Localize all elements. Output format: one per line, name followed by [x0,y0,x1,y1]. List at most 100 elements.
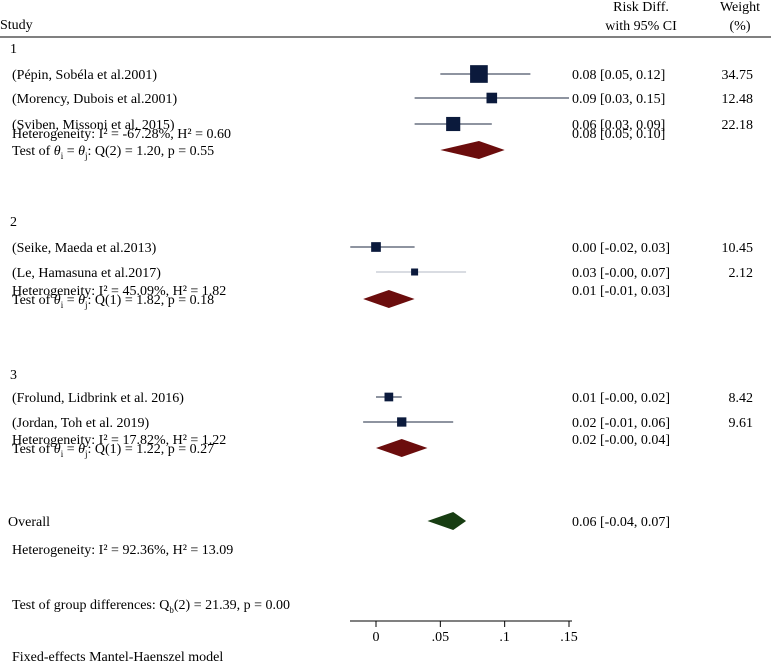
study-row: (Frolund, Lidbrink et al. 2016) 0.01 [-0.… [12,391,753,406]
subgroup-label: 1 [10,42,17,57]
test-text-part: θ [78,293,85,308]
effect-marker [397,417,407,427]
effect-marker [486,92,498,104]
study-row: (Pépin, Sobéla et al.2001) 0.08 [0.05, 0.… [12,65,753,83]
study-ci-text: 0.09 [0.03, 0.15] [572,92,665,107]
study-ci-text: 0.02 [-0.01, 0.06] [572,416,670,431]
subgroup-summary-diamond [440,141,505,159]
study-column-header: Study [0,18,33,33]
effect-marker [371,242,381,252]
forest-rows: 1 (Pépin, Sobéla et al.2001) 0.08 [0.05, 0… [10,42,753,530]
test-text-part: i [61,151,64,161]
study-weight: 22.18 [722,118,754,133]
group-test-rest: (2) = 21.39, p = 0.00 [174,598,290,613]
overall-ci-text: 0.06 [-0.04, 0.07] [572,515,670,530]
group-differences-test: Test of group differences: Qb(2) = 21.39… [12,598,290,615]
effect-marker [446,116,461,132]
effect-column-subheader: with 95% CI [605,19,677,34]
study-weight: 9.61 [729,416,754,431]
study-row: (Jordan, Toh et al. 2019) 0.02 [-0.01, 0.… [12,416,753,431]
study-name: (Pépin, Sobéla et al.2001) [12,68,157,83]
test-text-part: j [84,300,88,310]
test-text-part: i [61,300,64,310]
subgroup-summary-ci-text: 0.02 [-0.00, 0.04] [572,433,670,448]
test-text-part: θ [54,144,61,159]
effect-marker [384,392,394,402]
effect-marker [411,268,419,276]
subgroup-homogeneity-test: Test of θi = θj: Q(1) = 1.82, p = 0.18 [12,293,214,310]
study-name: (Jordan, Toh et al. 2019) [12,416,150,431]
bottom-notes: Overall 0.06 [-0.04, 0.07] Heterogeneity… [8,515,670,665]
subgroup-2: 2 (Seike, Maeda et al.2013) 0.00 [-0.02, 0… [10,215,753,310]
x-tick-label: 0 [373,630,380,645]
subgroup-heterogeneity: Heterogeneity: I² = -67.28%, H² = 0.60 [12,127,231,142]
subgroup-1: 1 (Pépin, Sobéla et al.2001) 0.08 [0.05, 0… [10,42,753,161]
test-text-part: j [84,449,88,459]
x-axis: 0 .05 .1 .15 [350,620,578,645]
subgroup-label: 2 [10,215,17,230]
x-tick-label: .1 [499,630,510,645]
test-text-part: θ [54,293,61,308]
study-ci-text: 0.01 [-0.00, 0.02] [572,391,670,406]
subgroup-homogeneity-test: Test of θi = θj: Q(2) = 1.20, p = 0.55 [12,144,214,161]
subgroup-summary-ci-text: 0.01 [-0.01, 0.03] [572,284,670,299]
study-row: (Le, Hamasuna et al.2017) 0.03 [-0.00, 0.… [12,266,753,281]
table-header: Study Risk Diff. with 95% CI Weight (%) [0,0,771,38]
test-text-part: : [88,144,95,159]
weight-column-subheader: (%) [730,19,751,34]
model-footer: Fixed-effects Mantel-Haenszel model [12,650,223,665]
test-text-part: θ [78,442,85,457]
test-text-part: : [88,293,95,308]
group-test-prefix: Test of group differences: Q [12,598,169,613]
subgroup-homogeneity-test: Test of θi = θj: Q(1) = 1.22, p = 0.27 [12,442,214,459]
group-test-subscript: b [169,605,174,615]
test-text-part: = [63,442,78,457]
test-text-part: = [63,293,78,308]
subgroup-label: 3 [10,368,17,383]
study-name: (Sviben, Missoni et al. 2015) [12,118,175,133]
study-weight: 8.42 [729,391,754,406]
x-tick-label: .15 [560,630,578,645]
study-weight: 12.48 [722,92,754,107]
test-text-part: : [88,442,95,457]
study-row: (Morency, Dubois et al.2001) 0.09 [0.03, … [12,92,753,107]
study-weight: 34.75 [722,68,754,83]
study-name: (Frolund, Lidbrink et al. 2016) [12,391,184,406]
subgroup-heterogeneity: Heterogeneity: I² = 17.82%, H² = 1.22 [12,433,226,448]
study-row: (Sviben, Missoni et al. 2015) 0.06 [0.03,… [12,116,754,133]
test-text-part: Test of [12,144,54,159]
weight-column-header: Weight [720,0,760,15]
subgroup-summary-ci-text: 0.08 [0.05, 0.10] [572,127,665,142]
test-text-part: Q(2) = 1.20, p = 0.55 [95,144,214,159]
subgroup-3: 3 (Frolund, Lidbrink et al. 2016) 0.01 [-0… [10,368,753,459]
study-name: (Le, Hamasuna et al.2017) [12,266,161,281]
overall-heterogeneity: Heterogeneity: I² = 92.36%, H² = 13.09 [12,543,233,558]
test-text-part: j [84,151,88,161]
study-ci-text: 0.03 [-0.00, 0.07] [572,266,670,281]
test-text-part: θ [54,442,61,457]
study-weight: 2.12 [729,266,754,281]
test-text-part: i [61,449,64,459]
study-row: (Seike, Maeda et al.2013) 0.00 [-0.02, 0.… [12,241,753,256]
test-text-part: Test of [12,293,54,308]
x-tick-label: .05 [432,630,450,645]
study-name: (Morency, Dubois et al.2001) [12,92,177,107]
test-text-part: = [63,144,78,159]
study-ci-text: 0.06 [0.03, 0.09] [572,118,665,133]
subgroup-heterogeneity: Heterogeneity: I² = 45.09%, H² = 1.82 [12,284,226,299]
overall-label: Overall [8,515,50,530]
study-weight: 10.45 [722,241,754,256]
subgroup-summary-diamond [376,439,428,457]
test-text-part: Test of [12,442,54,457]
test-text-part: θ [78,144,85,159]
test-text-part: Q(1) = 1.82, p = 0.18 [95,293,214,308]
study-ci-text: 0.00 [-0.02, 0.03] [572,241,670,256]
effect-column-header: Risk Diff. [613,0,669,15]
subgroup-summary-diamond [363,290,415,308]
effect-marker [470,65,488,83]
overall-diamond [427,512,467,530]
study-ci-text: 0.08 [0.05, 0.12] [572,68,665,83]
test-text-part: Q(1) = 1.22, p = 0.27 [95,442,214,457]
study-name: (Seike, Maeda et al.2013) [12,241,157,256]
